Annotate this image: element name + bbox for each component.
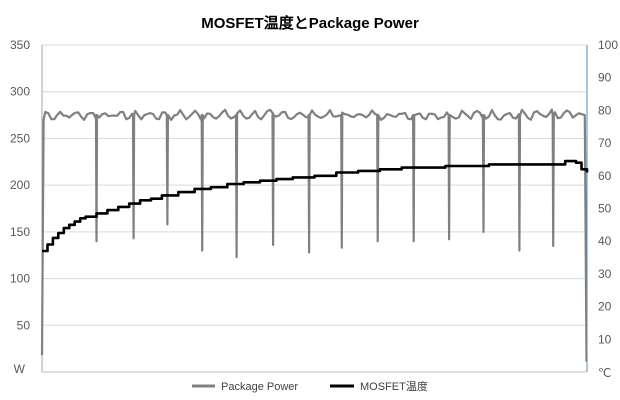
y-left-tick-label: 100 [10, 272, 30, 286]
legend-label-mosfet-temp: MOSFET温度 [360, 379, 428, 393]
y-right-tick-label: 70 [598, 136, 612, 150]
y-right-tick-label: 60 [598, 169, 612, 183]
y-right-tick-label: 80 [598, 103, 612, 117]
y-left-tick-label: 300 [10, 85, 30, 99]
axes: 50 100 150 200 250 300 350 10 20 30 40 50 60 70 80 90 10… [10, 38, 618, 373]
y-right-unit-label: ℃ [598, 366, 611, 380]
series-mosfet-temp [42, 159, 589, 253]
y-right-tick-label: 40 [598, 234, 612, 248]
y-left-tick-label: 50 [17, 318, 31, 332]
legend: Package Power MOSFET温度 [192, 379, 428, 393]
y-left-tick-label: 350 [10, 38, 30, 52]
y-right-tick-label: 100 [598, 38, 618, 52]
y-right-tick-label: 20 [598, 300, 612, 314]
y-right-tick-label: 30 [598, 267, 612, 281]
y-left-tick-label: 150 [10, 225, 30, 239]
y-left-tick-label: 250 [10, 131, 30, 145]
y-left-unit-label: W [14, 362, 26, 376]
chart-title: MOSFET温度とPackage Power [201, 14, 419, 32]
y-left-tick-label: 200 [10, 178, 30, 192]
y-right-tick-label: 90 [598, 71, 612, 85]
line-mosfet-temp [42, 159, 589, 253]
series-package-power [40, 108, 588, 362]
legend-label-package-power: Package Power [221, 381, 298, 393]
y-right-tick-label: 50 [598, 202, 612, 216]
y-right-tick-label: 10 [598, 332, 612, 346]
line-package-power [40, 108, 588, 362]
